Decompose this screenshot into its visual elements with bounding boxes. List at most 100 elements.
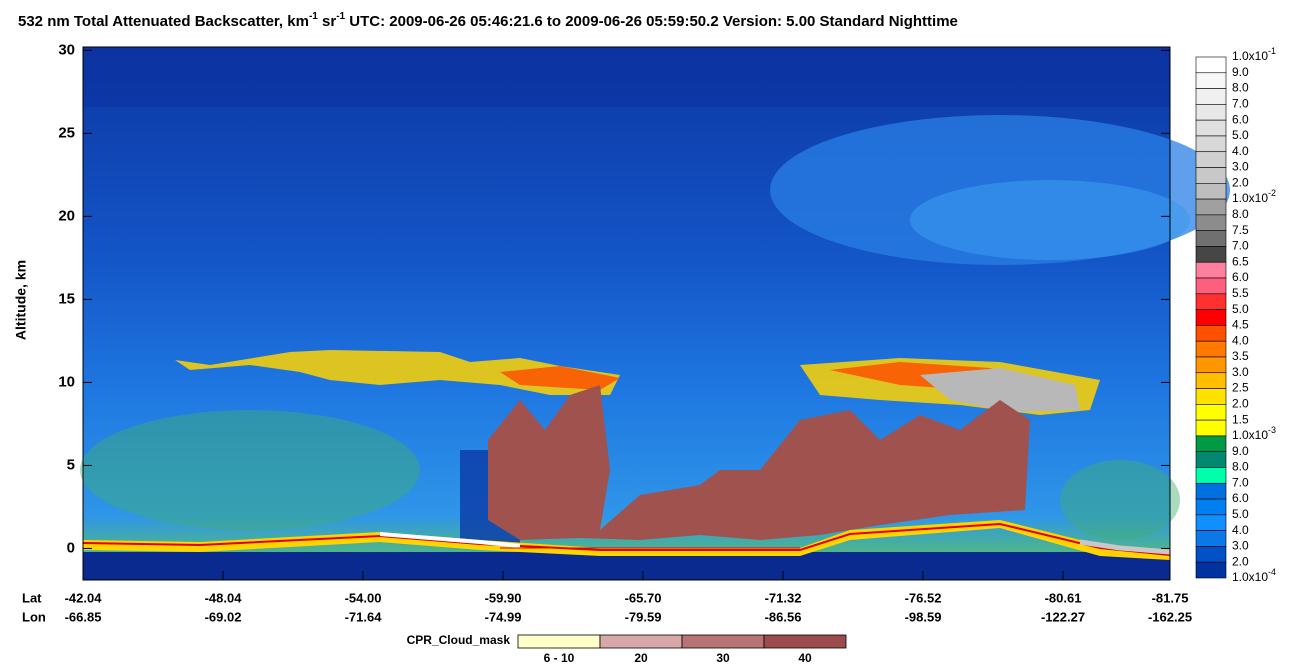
cpr-swatch	[599, 634, 683, 649]
colorbar-label: 1.5	[1232, 412, 1249, 426]
colorbar-label: 9.0	[1232, 444, 1249, 458]
title-part: 532 nm Total Attenuated Backscatter, km	[18, 13, 309, 30]
colorbar-label: 1.0x10-1	[1232, 46, 1276, 63]
colorbar-swatch	[1195, 119, 1227, 137]
lat-label: -76.52	[905, 590, 942, 605]
colorbar-label-base: 1.0x10	[1232, 191, 1268, 205]
y-tick-label: 10	[58, 373, 75, 390]
colorbar-label: 3.0	[1232, 539, 1249, 553]
lon-label: -86.56	[765, 609, 802, 624]
y-tick-label: 20	[58, 207, 75, 224]
cpr-swatch	[517, 634, 601, 649]
y-tick-label: 15	[58, 290, 75, 307]
lon-label: -122.27	[1041, 609, 1085, 624]
colorbar-label: 1.0x10-4	[1232, 567, 1276, 584]
plot-frame	[82, 46, 1171, 581]
colorbar-swatch	[1195, 546, 1227, 563]
colorbar-swatch	[1195, 530, 1227, 547]
y-tick-label: 30	[58, 41, 75, 58]
colorbar-label-exp: -1	[1268, 46, 1276, 56]
colorbar-label: 9.0	[1232, 65, 1249, 79]
colorbar-swatch	[1195, 214, 1227, 231]
colorbar-label: 2.0	[1232, 554, 1249, 568]
colorbar-swatch	[1195, 167, 1227, 184]
lat-label: -80.61	[1045, 590, 1082, 605]
y-axis-label: Altitude, km	[13, 260, 29, 340]
colorbar-label: 3.0	[1232, 365, 1249, 379]
cpr-label: 40	[798, 651, 812, 665]
lat-label: -59.90	[485, 590, 522, 605]
cpr-label: 30	[716, 651, 730, 665]
colorbar-swatch	[1195, 514, 1227, 531]
colorbar-swatch	[1195, 482, 1227, 500]
cpr-swatch	[763, 634, 847, 649]
cpr-label: 6 - 10	[544, 651, 575, 665]
colorbar-label: 6.5	[1232, 254, 1249, 268]
colorbar-label: 2.0	[1232, 175, 1249, 189]
colorbar-label: 4.5	[1232, 318, 1249, 332]
lat-label: -42.04	[65, 590, 103, 605]
title-part: UTC: 2009-06-26 05:46:21.6 to 2009-06-26…	[345, 13, 958, 30]
colorbar-label: 7.0	[1232, 475, 1249, 489]
lon-label: -74.99	[485, 609, 522, 624]
lat-label: -71.32	[765, 590, 802, 605]
colorbar-label: 7.0	[1232, 97, 1249, 111]
colorbar-swatch	[1195, 451, 1227, 468]
colorbar-label-exp: -3	[1268, 425, 1276, 435]
colorbar-label: 3.5	[1232, 349, 1249, 363]
colorbar-swatch	[1195, 261, 1227, 279]
colorbar-swatch	[1195, 561, 1227, 579]
colorbar-swatch	[1195, 183, 1227, 200]
colorbar-label: 7.5	[1232, 223, 1249, 237]
cpr-label: 20	[634, 651, 648, 665]
y-tick-label: 0	[67, 539, 75, 556]
colorbar-swatch	[1195, 404, 1227, 421]
colorbar-swatch	[1195, 340, 1227, 358]
lon-label: -66.85	[65, 609, 102, 624]
x-row-label: Lon	[22, 609, 46, 624]
colorbar-label: 6.0	[1232, 270, 1249, 284]
colorbar-label-base: 1.0x10	[1232, 570, 1268, 584]
colorbar-swatch	[1195, 356, 1227, 374]
lon-label: -79.59	[625, 609, 662, 624]
colorbar-label: 2.0	[1232, 397, 1249, 411]
colorbar-label-exp: -2	[1268, 188, 1276, 198]
lat-label: -48.04	[205, 590, 243, 605]
colorbar-label-base: 1.0x10	[1232, 428, 1268, 442]
lat-label: -54.00	[345, 590, 382, 605]
curtain-image	[80, 47, 1230, 580]
cpr-swatch	[681, 634, 765, 649]
cpr-legend-title: CPR_Cloud_mask	[407, 633, 511, 647]
colorbar-swatch	[1195, 388, 1227, 405]
colorbar-swatch	[1195, 246, 1227, 263]
colorbar-label: 7.0	[1232, 239, 1249, 253]
colorbar-swatch	[1195, 151, 1227, 168]
y-tick-label: 5	[67, 456, 75, 473]
colorbar-swatch	[1195, 293, 1227, 310]
colorbar-swatch	[1195, 372, 1227, 389]
colorbar-label: 8.0	[1232, 460, 1249, 474]
colorbar-label: 5.5	[1232, 286, 1249, 300]
colorbar-swatch	[1195, 419, 1227, 437]
title-part: sr	[318, 13, 337, 30]
colorbar-label: 5.0	[1232, 302, 1249, 316]
colorbar-swatch	[1195, 104, 1227, 121]
lon-label: -69.02	[205, 609, 242, 624]
colorbar-label-base: 1.0x10	[1232, 49, 1268, 63]
colorbar-swatch	[1195, 88, 1227, 105]
lat-label: -81.75	[1152, 590, 1189, 605]
colorbar-label: 1.0x10-3	[1232, 425, 1276, 442]
lon-label: -71.64	[345, 609, 383, 624]
colorbar-swatch	[1195, 277, 1227, 295]
colorbar-label: 6.0	[1232, 491, 1249, 505]
colorbar-label: 5.0	[1232, 507, 1249, 521]
colorbar-label: 6.0	[1232, 112, 1249, 126]
y-tick-label: 25	[58, 124, 75, 141]
colorbar-swatch	[1195, 198, 1227, 216]
x-row-label: Lat	[22, 590, 42, 605]
title-part: -1	[309, 11, 318, 22]
colorbar-swatch	[1195, 435, 1227, 452]
colorbar-swatch	[1195, 467, 1227, 484]
colorbar-swatch	[1195, 309, 1227, 326]
colorbar-label: 5.0	[1232, 128, 1249, 142]
